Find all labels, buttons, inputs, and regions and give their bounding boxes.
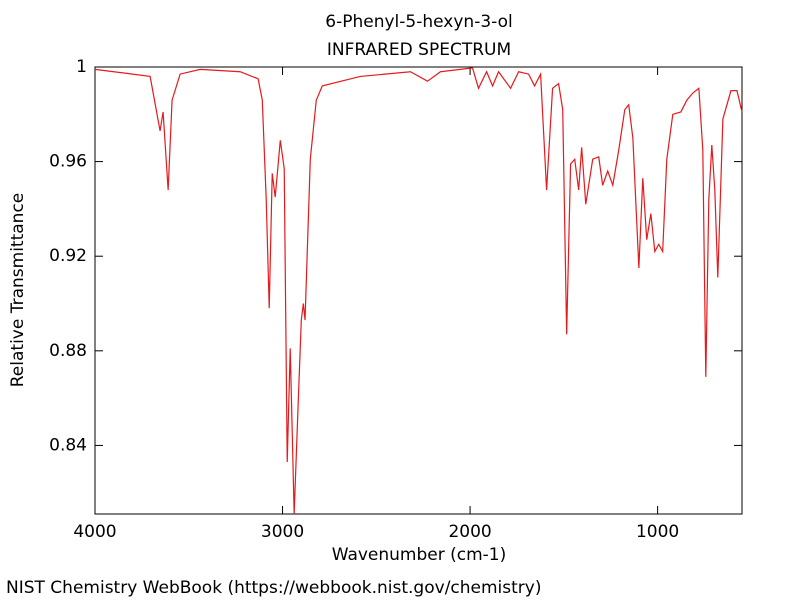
y-tick-label: 0.96: [49, 152, 87, 172]
plot-frame: [94, 66, 743, 515]
y-tick-label: 1: [76, 57, 87, 77]
x-tick-label: 3000: [261, 522, 304, 542]
spectrum-line: [94, 67, 743, 515]
x-axis-label: Wavenumber (cm-1): [332, 545, 507, 565]
source-note: NIST Chemistry WebBook (https://webbook.…: [6, 578, 541, 598]
x-tick-label: 1000: [636, 522, 679, 542]
chart-title: 6-Phenyl-5-hexyn-3-ol: [325, 12, 512, 32]
y-axis-label: Relative Transmittance: [8, 193, 28, 388]
chart-subtitle: INFRARED SPECTRUM: [327, 40, 511, 60]
x-tick-label: 4000: [73, 522, 116, 542]
x-tick-label: 2000: [448, 522, 491, 542]
y-tick-label: 0.92: [49, 246, 87, 266]
y-tick-label: 0.84: [49, 435, 87, 455]
y-tick-label: 0.88: [49, 341, 87, 361]
